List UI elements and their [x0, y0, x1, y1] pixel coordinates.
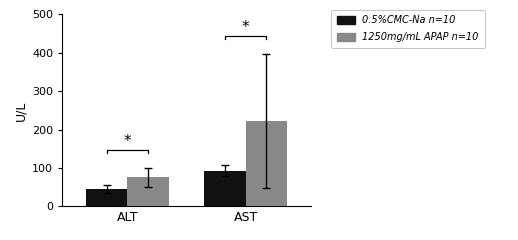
Text: *: * [123, 134, 131, 149]
Legend: 0.5%CMC-Na n=10, 1250mg/mL APAP n=10: 0.5%CMC-Na n=10, 1250mg/mL APAP n=10 [331, 10, 484, 48]
Y-axis label: U/L: U/L [15, 100, 28, 120]
Bar [127, 177, 169, 206]
Bar [204, 171, 246, 206]
Text: *: * [242, 20, 250, 35]
Bar [246, 121, 287, 206]
Bar [86, 189, 127, 206]
